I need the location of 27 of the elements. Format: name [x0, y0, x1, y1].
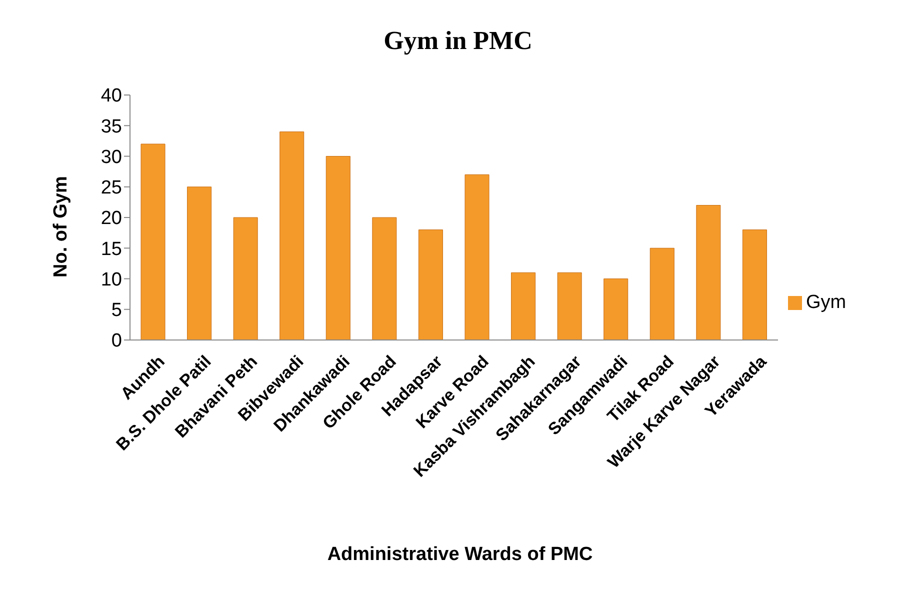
y-tick-label: 0 — [111, 330, 122, 352]
bar — [696, 205, 721, 340]
bar — [742, 230, 767, 340]
y-tick-label: 35 — [100, 116, 122, 138]
bar — [464, 174, 490, 340]
x-axis-title: Administrative Wards of PMC — [326, 544, 594, 566]
bar — [511, 272, 536, 340]
y-axis-title: No. of Gym — [50, 176, 72, 278]
bar — [233, 217, 258, 340]
y-tick-label: 20 — [100, 208, 122, 230]
bar — [326, 156, 350, 340]
bar — [280, 132, 304, 340]
y-tick-label: 10 — [100, 269, 122, 290]
chart-title: Gym in PMC — [382, 26, 534, 56]
y-tick-label: 30 — [100, 146, 122, 168]
bar — [604, 278, 628, 340]
bar — [650, 248, 674, 340]
bar — [418, 230, 443, 340]
bar — [187, 186, 212, 340]
bar — [557, 272, 582, 340]
y-tick-label: 15 — [100, 238, 122, 260]
bar — [372, 217, 397, 340]
bar — [140, 144, 166, 340]
y-tick-label: 40 — [100, 86, 122, 107]
y-tick-label: 25 — [100, 178, 122, 199]
legend-label: Gym — [806, 292, 846, 313]
y-tick-label: 5 — [111, 300, 122, 322]
